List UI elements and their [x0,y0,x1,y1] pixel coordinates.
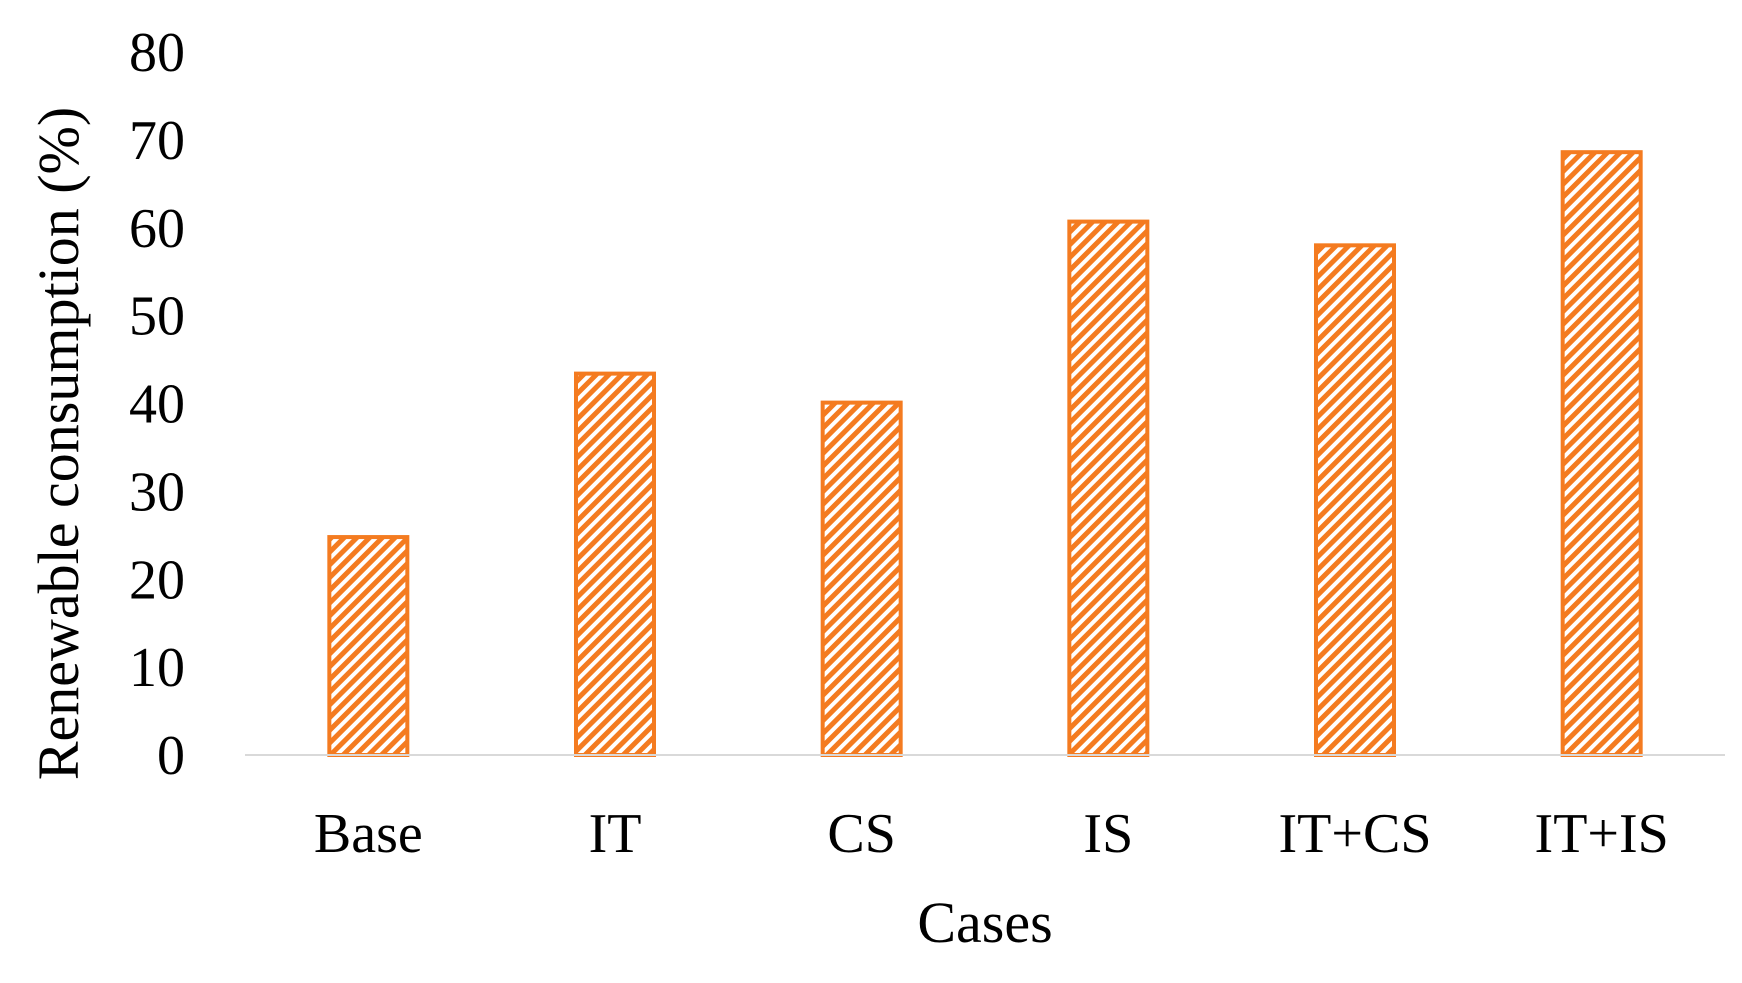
x-tick-label: IT+CS [1279,803,1432,865]
x-axis-category-labels: Base IT CS IS IT+CS IT+IS [314,803,1669,865]
x-tick-label: IT+IS [1535,803,1669,865]
bar [820,400,903,757]
y-tick-label: 30 [129,461,185,523]
y-tick-label: 0 [157,725,185,787]
bar [1560,150,1643,758]
bar [1314,243,1396,757]
bar [1067,219,1150,757]
y-tick-label: 20 [129,549,185,611]
x-tick-label: CS [827,803,896,865]
y-axis-title: Renewable consumption (%) [26,107,91,780]
y-tick-label: 10 [129,637,185,699]
y-tick-label: 80 [129,22,185,84]
bar [574,371,656,757]
y-axis-ticks: 0 10 20 30 40 50 60 70 80 [129,22,185,787]
bar [327,535,410,757]
y-tick-label: 60 [129,198,185,260]
x-axis-title: Cases [917,890,1052,955]
y-tick-label: 70 [129,110,185,172]
y-tick-label: 40 [129,374,185,436]
y-tick-label: 50 [129,286,185,348]
x-tick-label: IS [1083,803,1133,865]
bars-group [327,150,1643,758]
x-tick-label: Base [314,803,423,865]
x-tick-label: IT [589,803,642,865]
